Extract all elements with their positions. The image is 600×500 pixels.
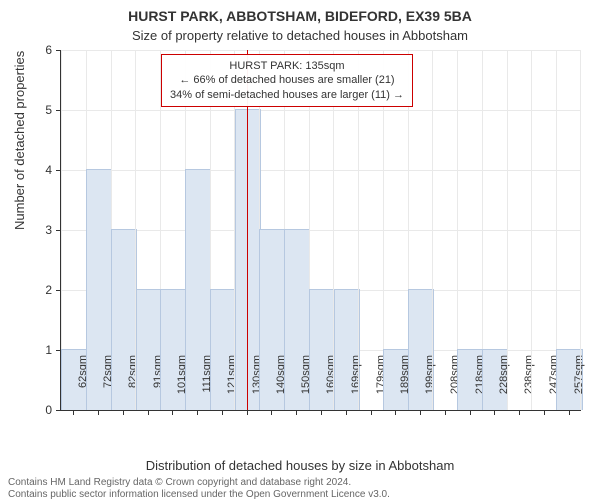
- ytick-label: 5: [10, 103, 52, 117]
- xtick-mark: [197, 410, 198, 415]
- plot-area: 62sqm72sqm82sqm91sqm101sqm111sqm121sqm13…: [60, 50, 581, 411]
- gridline-v: [580, 50, 581, 410]
- annotation-box: HURST PARK: 135sqm← 66% of detached hous…: [161, 54, 413, 107]
- xtick-mark: [346, 410, 347, 415]
- xtick-mark: [395, 410, 396, 415]
- xtick-label: 169sqm: [350, 355, 362, 415]
- annotation-line-2: ← 66% of detached houses are smaller (21…: [170, 73, 404, 87]
- xtick-mark: [494, 410, 495, 415]
- xtick-mark: [544, 410, 545, 415]
- xtick-mark: [420, 410, 421, 415]
- ytick-label: 0: [10, 403, 52, 417]
- xtick-label: 228sqm: [498, 355, 510, 415]
- xtick-mark: [569, 410, 570, 415]
- xtick-mark: [271, 410, 272, 415]
- ytick-mark: [56, 410, 61, 411]
- ytick-label: 3: [10, 223, 52, 237]
- footer-line-2: Contains public sector information licen…: [8, 489, 390, 500]
- gridline-h: [61, 110, 581, 111]
- xtick-mark: [321, 410, 322, 415]
- xtick-label: 238sqm: [523, 355, 535, 415]
- xtick-mark: [519, 410, 520, 415]
- xtick-label: 199sqm: [424, 355, 436, 415]
- title-sub: Size of property relative to detached ho…: [0, 28, 600, 43]
- gridline-h: [61, 230, 581, 231]
- ytick-label: 1: [10, 343, 52, 357]
- xtick-mark: [73, 410, 74, 415]
- ytick-label: 2: [10, 283, 52, 297]
- gridline-v: [507, 50, 508, 410]
- x-axis-label: Distribution of detached houses by size …: [0, 458, 600, 473]
- footer-line-1: Contains HM Land Registry data © Crown c…: [8, 477, 351, 488]
- xtick-mark: [247, 410, 248, 415]
- xtick-mark: [296, 410, 297, 415]
- xtick-mark: [98, 410, 99, 415]
- title-main: HURST PARK, ABBOTSHAM, BIDEFORD, EX39 5B…: [0, 8, 600, 24]
- ytick-label: 6: [10, 43, 52, 57]
- xtick-mark: [222, 410, 223, 415]
- gridline-v: [432, 50, 433, 410]
- xtick-mark: [148, 410, 149, 415]
- gridline-h: [61, 50, 581, 51]
- xtick-mark: [445, 410, 446, 415]
- xtick-mark: [470, 410, 471, 415]
- y-axis-label: Number of detached properties: [12, 51, 27, 230]
- ytick-label: 4: [10, 163, 52, 177]
- xtick-mark: [172, 410, 173, 415]
- xtick-mark: [123, 410, 124, 415]
- gridline-h: [61, 170, 581, 171]
- xtick-mark: [371, 410, 372, 415]
- chart-container: HURST PARK, ABBOTSHAM, BIDEFORD, EX39 5B…: [0, 0, 600, 500]
- xtick-label: 257sqm: [573, 355, 585, 415]
- gridline-v: [531, 50, 532, 410]
- annotation-line-3: 34% of semi-detached houses are larger (…: [170, 88, 404, 102]
- annotation-line-1: HURST PARK: 135sqm: [170, 59, 404, 73]
